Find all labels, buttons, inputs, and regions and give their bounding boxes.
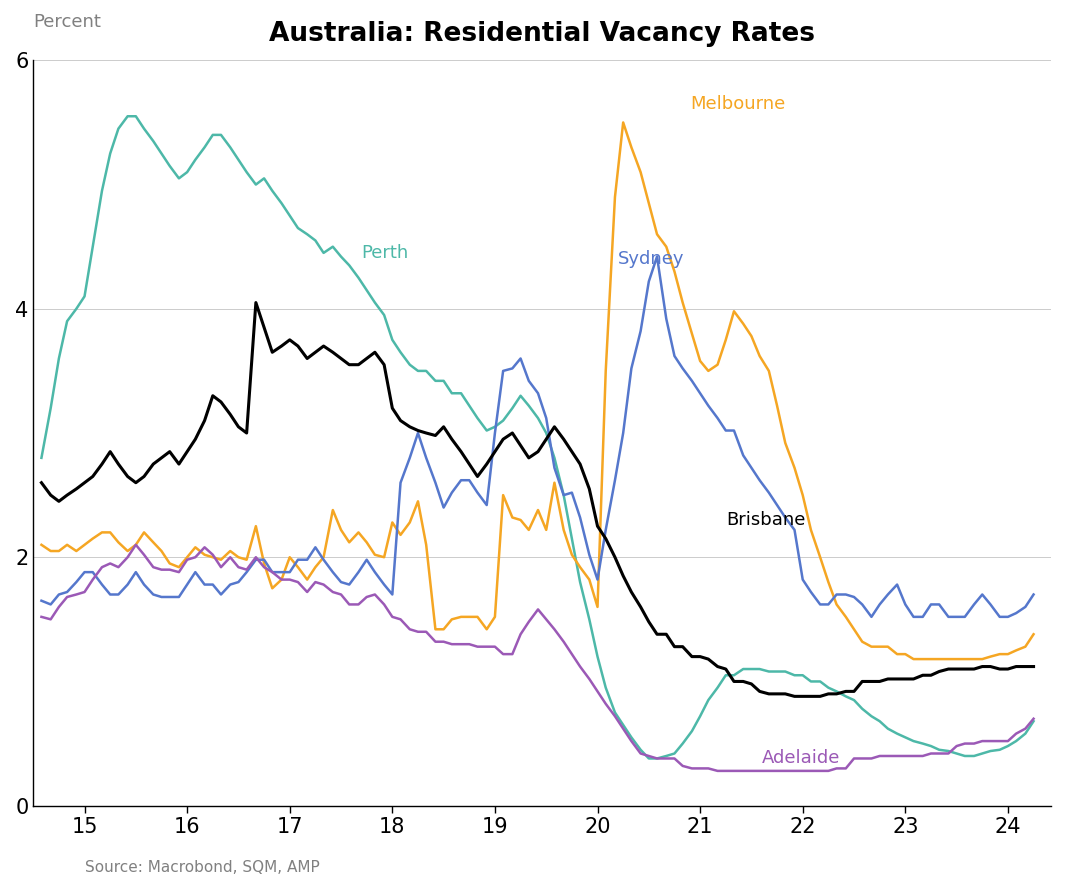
Text: Brisbane: Brisbane [726, 511, 805, 529]
Text: Percent: Percent [33, 12, 101, 30]
Text: Perth: Perth [361, 244, 408, 262]
Text: Source: Macrobond, SQM, AMP: Source: Macrobond, SQM, AMP [85, 860, 320, 875]
Text: Adelaide: Adelaide [762, 749, 840, 767]
Text: Sydney: Sydney [618, 250, 684, 268]
Title: Australia: Residential Vacancy Rates: Australia: Residential Vacancy Rates [269, 21, 815, 47]
Text: Melbourne: Melbourne [690, 95, 785, 113]
